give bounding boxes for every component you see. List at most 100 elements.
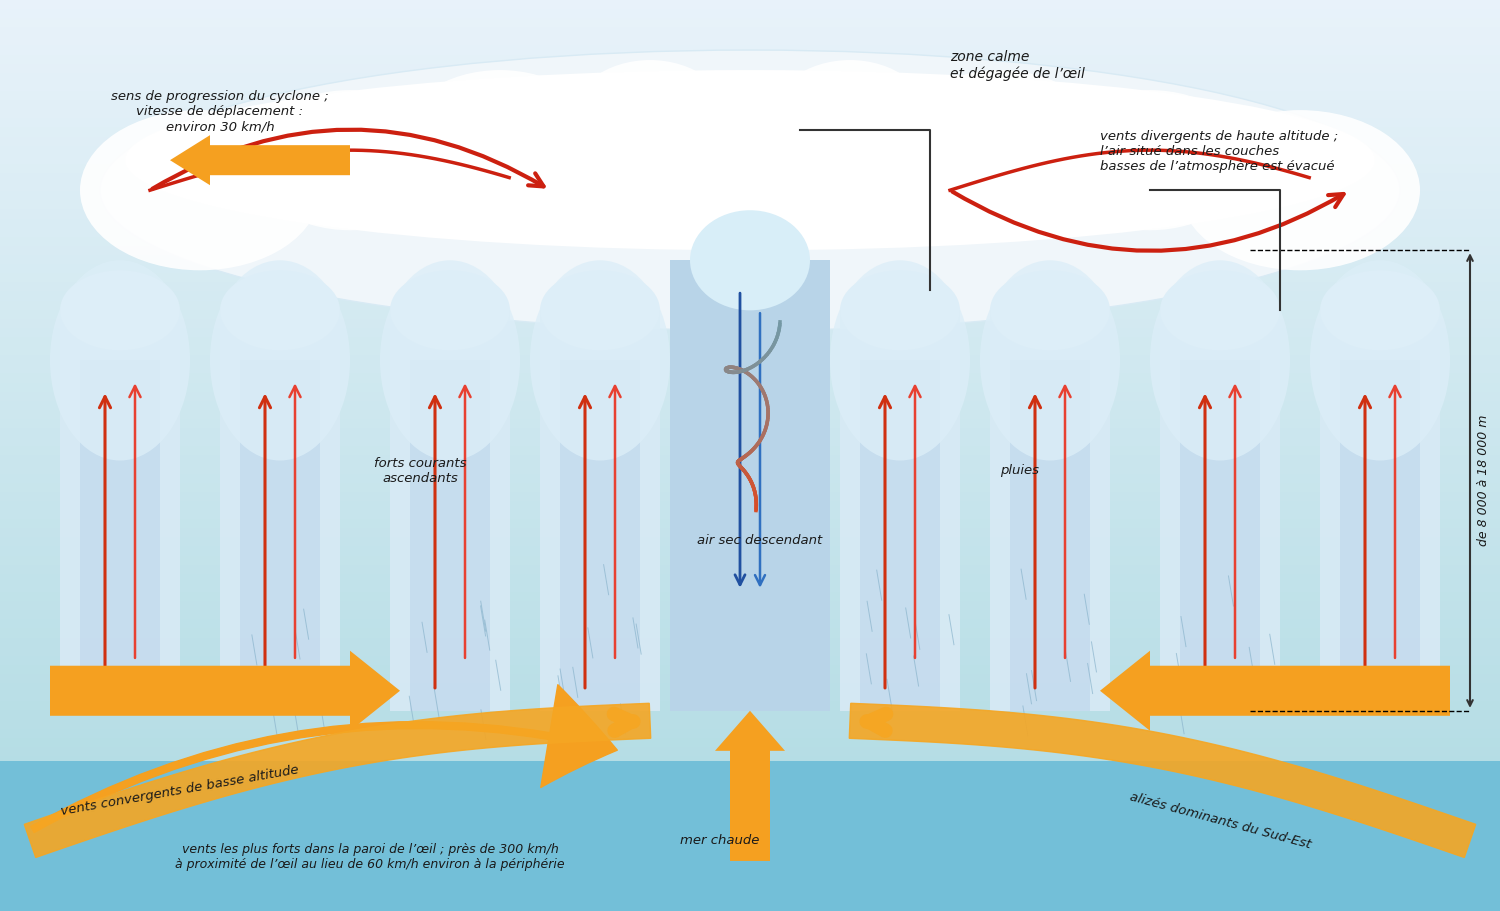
Bar <box>0 583 1500 592</box>
Bar <box>0 601 1500 610</box>
Bar <box>0 182 1500 191</box>
Ellipse shape <box>220 271 340 351</box>
Bar <box>0 310 1500 319</box>
Bar <box>0 64 1500 73</box>
Ellipse shape <box>124 70 1376 251</box>
Ellipse shape <box>210 261 350 460</box>
Bar <box>0 328 1500 337</box>
Bar <box>0 893 1500 902</box>
Bar <box>0 902 1500 911</box>
FancyArrow shape <box>50 650 400 731</box>
Bar <box>0 656 1500 665</box>
Bar <box>1010 361 1090 711</box>
Bar <box>0 355 1500 364</box>
Bar <box>0 701 1500 711</box>
Bar <box>1160 311 1280 711</box>
Ellipse shape <box>830 261 971 460</box>
Bar <box>0 36 1500 46</box>
Bar <box>0 528 1500 537</box>
Bar <box>0 592 1500 601</box>
Bar <box>0 109 1500 118</box>
Bar <box>0 91 1500 100</box>
Bar <box>410 361 491 711</box>
Bar <box>0 255 1500 264</box>
Bar <box>0 519 1500 528</box>
Bar <box>0 137 1500 146</box>
Bar <box>0 128 1500 137</box>
Bar <box>0 847 1500 856</box>
Ellipse shape <box>540 271 660 351</box>
Ellipse shape <box>50 261 190 460</box>
Bar <box>0 410 1500 419</box>
Ellipse shape <box>980 261 1120 460</box>
Bar <box>540 311 660 711</box>
Ellipse shape <box>390 271 510 351</box>
Text: air sec descendant: air sec descendant <box>698 534 822 548</box>
Text: vents convergents de basse altitude: vents convergents de basse altitude <box>60 763 300 818</box>
Bar <box>0 492 1500 501</box>
Bar <box>0 761 1500 911</box>
Bar <box>0 829 1500 838</box>
Bar <box>80 361 160 711</box>
Bar <box>0 237 1500 246</box>
Text: vents divergents de haute altitude ;
l’air situé dans les couches
basses de l’at: vents divergents de haute altitude ; l’a… <box>1100 130 1338 173</box>
Bar <box>0 446 1500 456</box>
Bar <box>0 765 1500 774</box>
Bar <box>0 392 1500 401</box>
Bar <box>0 437 1500 446</box>
Bar <box>0 875 1500 884</box>
Ellipse shape <box>400 70 600 210</box>
Bar <box>60 311 180 711</box>
Bar <box>0 811 1500 820</box>
Bar <box>0 820 1500 829</box>
Text: mer chaude: mer chaude <box>681 834 759 847</box>
Bar <box>0 146 1500 155</box>
Bar <box>670 261 830 711</box>
Bar <box>0 838 1500 847</box>
Bar <box>0 793 1500 802</box>
Bar <box>0 46 1500 55</box>
Bar <box>0 301 1500 310</box>
Bar <box>0 565 1500 574</box>
Bar <box>0 683 1500 692</box>
Bar <box>0 774 1500 783</box>
Bar <box>1340 361 1420 711</box>
Text: de 8 000 à 18 000 m: de 8 000 à 18 000 m <box>1478 415 1490 547</box>
Text: sens de progression du cyclone ;
vitesse de déplacement :
environ 30 km/h: sens de progression du cyclone ; vitesse… <box>111 90 328 133</box>
Bar <box>0 164 1500 173</box>
Bar <box>240 361 320 711</box>
Polygon shape <box>24 703 651 857</box>
Bar <box>0 428 1500 437</box>
Bar <box>0 27 1500 36</box>
Bar <box>0 537 1500 547</box>
Ellipse shape <box>251 90 450 230</box>
Bar <box>0 100 1500 109</box>
Text: vents les plus forts dans la paroi de l’œil ; près de 300 km/h
à proximité de l’: vents les plus forts dans la paroi de l’… <box>176 843 566 871</box>
Bar <box>0 292 1500 301</box>
FancyArrow shape <box>716 711 784 861</box>
Bar <box>990 311 1110 711</box>
FancyArrow shape <box>1100 650 1450 731</box>
Bar <box>390 311 510 711</box>
Bar <box>0 884 1500 893</box>
Ellipse shape <box>1050 90 1250 230</box>
Ellipse shape <box>840 271 960 351</box>
Bar <box>0 856 1500 865</box>
Bar <box>0 574 1500 583</box>
Ellipse shape <box>60 271 180 351</box>
Bar <box>0 0 1500 9</box>
Bar <box>0 510 1500 519</box>
Bar <box>0 264 1500 273</box>
Bar <box>0 647 1500 656</box>
Text: alizés dominants du Sud-Est: alizés dominants du Sud-Est <box>1128 791 1312 852</box>
Bar <box>0 638 1500 647</box>
Bar <box>0 9 1500 18</box>
FancyArrow shape <box>170 135 350 185</box>
Bar <box>0 346 1500 355</box>
Bar <box>0 783 1500 793</box>
Ellipse shape <box>900 70 1100 210</box>
Ellipse shape <box>80 110 320 271</box>
Bar <box>0 319 1500 328</box>
Bar <box>0 501 1500 510</box>
Ellipse shape <box>380 261 520 460</box>
